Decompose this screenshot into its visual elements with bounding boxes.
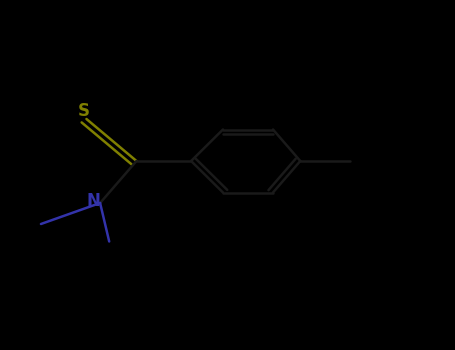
Text: S: S — [78, 102, 90, 120]
Text: N: N — [86, 192, 100, 210]
